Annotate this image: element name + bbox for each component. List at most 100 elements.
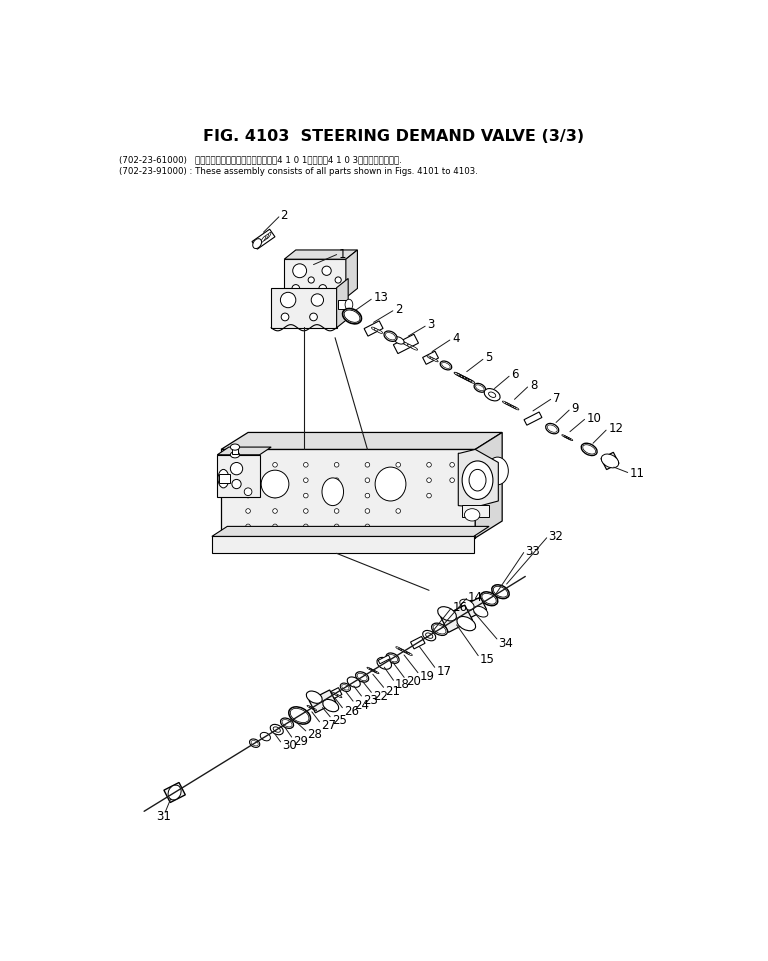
Ellipse shape [432,359,438,362]
Ellipse shape [244,488,252,496]
Ellipse shape [583,445,596,455]
Ellipse shape [404,343,411,347]
Text: 11: 11 [630,466,645,480]
Bar [462,505,488,518]
Ellipse shape [334,463,339,468]
Text: 2: 2 [396,303,402,315]
Ellipse shape [374,330,380,333]
Ellipse shape [365,525,369,530]
Ellipse shape [450,479,455,483]
Ellipse shape [332,692,336,695]
Ellipse shape [581,444,597,456]
Ellipse shape [377,331,382,334]
Ellipse shape [365,509,369,514]
Ellipse shape [246,494,250,499]
Ellipse shape [340,683,350,692]
Ellipse shape [218,470,229,488]
Text: 24: 24 [355,698,369,711]
Ellipse shape [280,293,296,308]
Ellipse shape [356,672,369,682]
Ellipse shape [469,470,486,491]
Text: 5: 5 [485,351,492,364]
Ellipse shape [273,494,277,499]
Ellipse shape [394,337,404,345]
Ellipse shape [488,393,496,398]
Ellipse shape [492,585,509,599]
Ellipse shape [425,633,433,639]
Ellipse shape [427,357,432,359]
Ellipse shape [546,424,559,434]
Ellipse shape [400,341,407,346]
Polygon shape [336,279,348,329]
Ellipse shape [396,479,401,483]
Ellipse shape [273,727,280,732]
Text: 25: 25 [332,714,346,727]
Ellipse shape [365,463,369,468]
Bar [364,322,383,336]
Polygon shape [217,448,271,456]
Ellipse shape [450,463,455,468]
Text: 9: 9 [571,402,579,415]
Ellipse shape [386,653,399,664]
Text: 31: 31 [157,809,171,823]
Bar [378,655,390,664]
Text: 13: 13 [373,291,389,304]
Ellipse shape [427,463,432,468]
Ellipse shape [430,357,435,361]
Ellipse shape [232,480,241,489]
Polygon shape [346,251,357,298]
Ellipse shape [292,285,300,293]
Text: 4: 4 [452,332,459,345]
Ellipse shape [322,267,331,276]
Ellipse shape [485,389,500,402]
Ellipse shape [334,494,339,499]
Ellipse shape [357,674,367,681]
Ellipse shape [334,479,339,483]
Ellipse shape [601,455,619,468]
Text: 28: 28 [307,727,323,741]
Polygon shape [475,433,502,538]
Ellipse shape [344,310,360,323]
Ellipse shape [230,453,240,458]
Ellipse shape [334,525,339,530]
Ellipse shape [261,471,289,499]
Ellipse shape [343,309,362,325]
Text: (702-23-91000) : These assembly consists of all parts shown in Figs. 4101 to 410: (702-23-91000) : These assembly consists… [120,167,478,176]
Ellipse shape [266,234,271,239]
Ellipse shape [246,463,250,468]
Bar [309,690,336,713]
Bar [393,334,419,355]
Bar [338,301,350,310]
Ellipse shape [384,332,397,342]
Bar [411,637,425,650]
Ellipse shape [493,587,508,598]
Ellipse shape [347,678,360,687]
Polygon shape [284,251,357,259]
Text: 6: 6 [511,368,519,381]
Ellipse shape [322,479,343,506]
Ellipse shape [261,236,266,243]
Ellipse shape [246,509,250,514]
Ellipse shape [407,345,414,349]
Ellipse shape [303,479,308,483]
Ellipse shape [388,654,398,662]
Text: 22: 22 [373,689,388,702]
Ellipse shape [230,445,240,451]
Ellipse shape [311,294,323,307]
Ellipse shape [273,463,277,468]
Text: 7: 7 [553,391,561,405]
Text: 8: 8 [530,379,538,392]
Text: 10: 10 [587,411,602,424]
Ellipse shape [253,239,262,249]
Ellipse shape [337,695,342,698]
Ellipse shape [303,525,308,530]
Polygon shape [217,456,260,498]
Bar [252,230,275,250]
Text: 12: 12 [608,422,624,435]
Bar [422,352,439,365]
Text: 16: 16 [452,601,467,613]
Ellipse shape [462,461,493,500]
Ellipse shape [465,509,480,522]
Ellipse shape [474,384,485,393]
Ellipse shape [289,707,310,725]
